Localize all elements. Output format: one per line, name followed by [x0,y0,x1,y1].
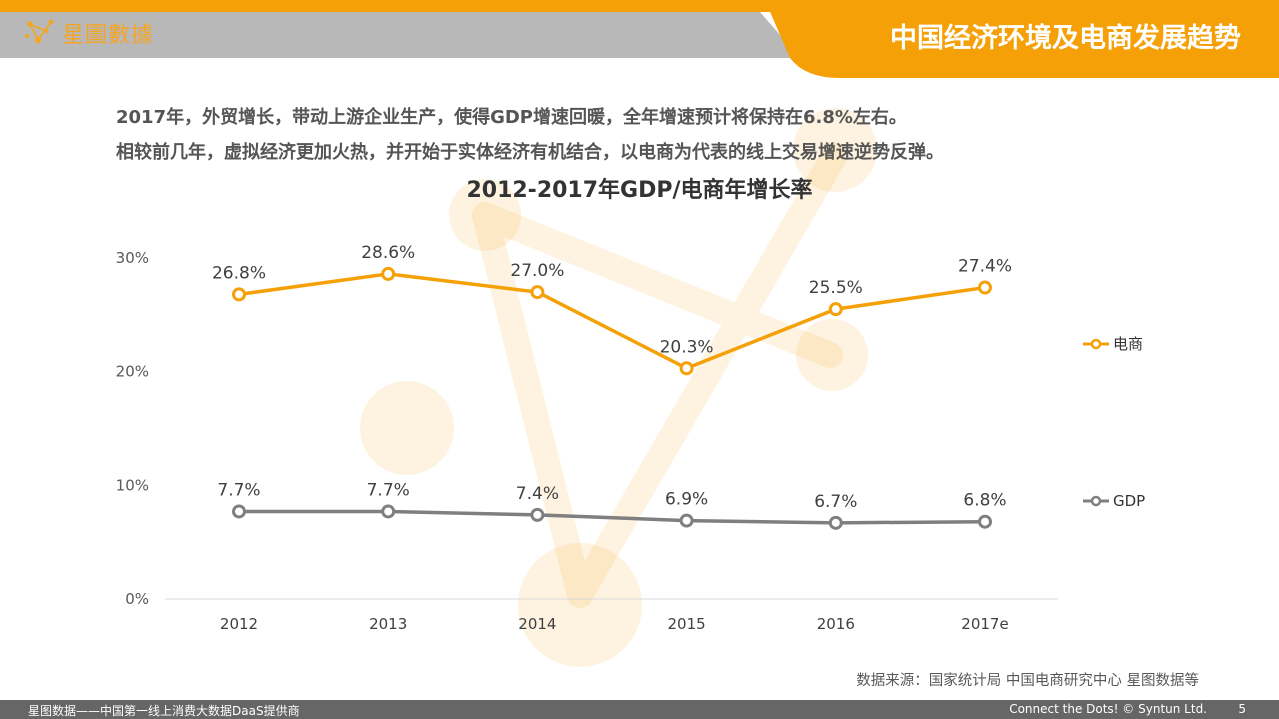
legend-item-ecommerce: 电商 [1083,333,1143,354]
data-point-ecommerce [381,266,396,281]
x-tick-label: 2016 [817,615,855,633]
data-source: 数据来源：国家统计局 中国电商研究中心 星图数据等 [856,673,1199,689]
data-point-gdp [381,504,396,519]
brand-logo: 星圖數據 [24,18,154,48]
x-tick-label: 2015 [668,615,706,633]
legend-item-gdp: GDP [1083,492,1145,510]
data-label-gdp: 6.9% [665,490,708,510]
footer-copyright: Connect the Dots! © Syntun Ltd. [1009,702,1207,716]
x-tick-label: 2014 [518,615,556,633]
data-label-gdp: 7.7% [367,480,410,500]
x-tick-label: 2012 [220,615,258,633]
data-point-gdp [828,515,843,530]
data-point-gdp [679,513,694,528]
data-label-gdp: 7.4% [516,484,559,504]
data-point-ecommerce [232,287,246,302]
data-point-gdp [530,507,545,522]
chart-title: 2012-2017年GDP/电商年增长率 [466,178,813,203]
legend-marker-gdp [1083,495,1109,507]
data-point-ecommerce [828,302,843,317]
y-tick-label: 0% [125,590,149,608]
x-tick-label: 2013 [369,615,407,633]
brand-logo-text: 星圖數據 [62,23,155,48]
x-tick-label: 2017e [961,615,1008,633]
intro-line-1: 2017年，外贸增长，带动上游企业生产，使得GDP增速回暖，全年增速预计将保持在… [116,107,907,128]
top-bar: 星圖數據 中国经济环境及电商发展趋势 [0,0,1279,78]
data-label-ecommerce: 28.6% [361,243,415,263]
data-label-ecommerce: 27.0% [510,261,564,281]
data-point-ecommerce [530,285,545,300]
data-label-gdp: 6.8% [963,491,1006,511]
footer-bar: 星图数据——中国第一线上消费大数据DaaS提供商 Connect the Dot… [0,700,1279,719]
data-label-ecommerce: 20.3% [660,337,714,357]
series-line-ecommerce [238,272,986,371]
page-number: 5 [1238,702,1246,716]
data-point-ecommerce [978,280,992,295]
y-tick-label: 20% [116,363,149,381]
data-label-ecommerce: 27.4% [958,257,1012,277]
data-point-gdp [978,514,992,529]
series-line-gdp [239,509,986,525]
data-point-gdp [232,504,246,519]
data-point-ecommerce [679,361,694,376]
network-logo-icon [25,19,54,44]
data-label-gdp: 7.7% [217,480,260,500]
y-tick-label: 30% [116,249,149,267]
footer-tagline: 星图数据——中国第一线上消费大数据DaaS提供商 [28,704,300,718]
header-bands [0,0,1279,78]
legend-label-gdp: GDP [1113,492,1146,510]
data-label-gdp: 6.7% [814,492,857,512]
page-title: 中国经济环境及电商发展趋势 [890,23,1241,54]
data-label-ecommerce: 26.8% [212,263,266,283]
legend-marker-ecommerce [1083,338,1109,349]
data-label-ecommerce: 25.5% [809,278,863,298]
y-tick-label: 10% [116,476,149,494]
intro-line-2: 相较前几年，虚拟经济更加火热，并开始于实体经济有机结合，以电商为代表的线上交易增… [116,142,944,163]
legend-label-ecommerce: 电商 [1113,335,1144,353]
intro-text: 2017年，外贸增长，带动上游企业生产，使得GDP增速回暖，全年增速预计将保持在… [116,100,1236,170]
